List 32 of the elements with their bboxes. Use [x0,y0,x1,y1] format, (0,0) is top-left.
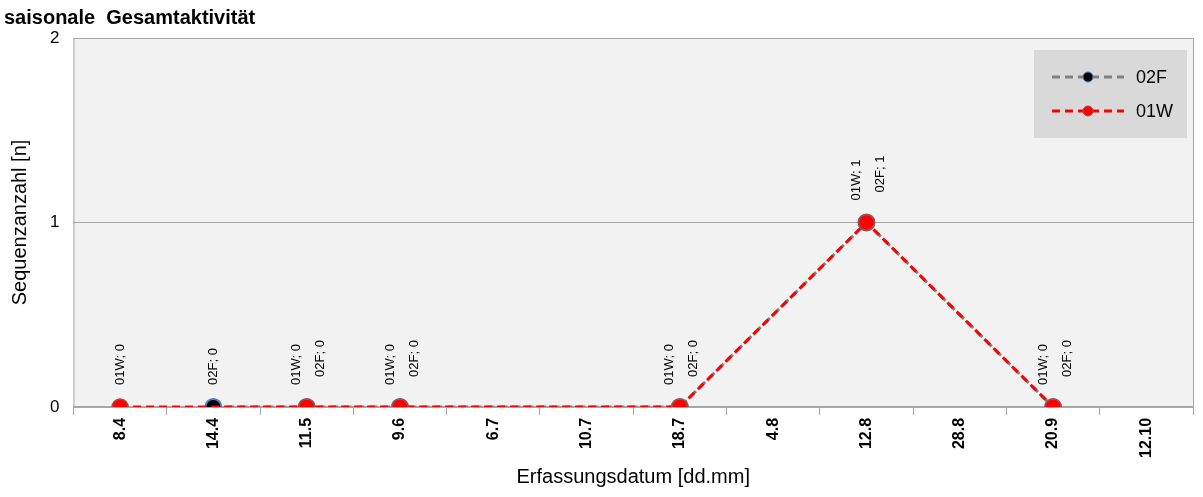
data-label: 01W; 0 [381,344,397,385]
y-tick-label: 0 [49,396,60,416]
data-label: 01W; 0 [288,344,304,385]
legend-label: 02F [1136,66,1168,88]
x-tick-label: 20.9 [1043,417,1061,450]
y-tick-label: 2 [49,27,60,47]
x-tick-label: 14.4 [203,417,221,450]
x-tick-label: 8.4 [110,417,128,441]
x-tick-label: 9.6 [390,417,408,441]
chart-title: saisonale Gesamtaktivität [4,5,256,28]
x-axis-title: Erfassungsdatum [dd.mm] [516,464,750,487]
y-axis-title: Sequenzanzahl [n] [7,139,30,306]
data-label: 02F; 0 [685,340,701,377]
x-tick-label: 28.8 [950,417,968,450]
x-tick-label: 4.8 [763,417,781,441]
data-label: 01W; 1 [848,159,864,201]
data-label: 01W; 0 [111,344,127,385]
data-label: 01W; 0 [661,344,677,385]
y-tick-label: 1 [49,212,60,232]
data-label: 02F; 0 [312,340,328,377]
data-label: 01W; 0 [1034,344,1050,385]
data-label: 02F; 1 [872,155,888,193]
legend-label: 01W [1136,100,1174,122]
x-tick-label: 11.5 [297,417,315,449]
x-tick-label: 12.8 [856,417,874,450]
x-tick-label: 18.7 [670,417,688,450]
data-label: 02F; 0 [405,340,421,377]
data-label: 02F; 0 [204,348,220,385]
x-tick-label: 12.10 [1136,417,1154,459]
data-label: 02F; 0 [1058,340,1074,377]
x-tick-label: 6.7 [483,417,501,441]
x-tick-label: 10.7 [576,417,594,450]
